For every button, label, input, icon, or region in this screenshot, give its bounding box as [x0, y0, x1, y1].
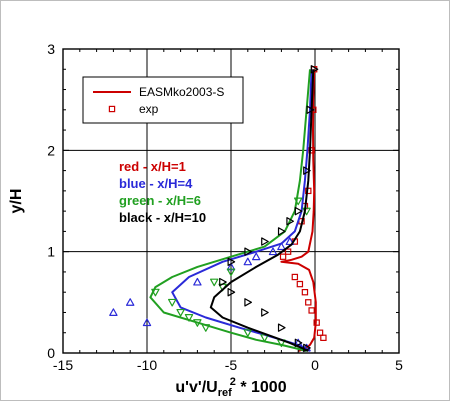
- data-point-triangle-up: [243, 257, 252, 266]
- data-point-triangle-up: [277, 242, 286, 251]
- data-point-triangle-down: [243, 329, 252, 337]
- legend-box: EASMko2003-S exp: [82, 76, 244, 124]
- data-point-triangle-up: [226, 262, 236, 271]
- data-point-square: [279, 253, 287, 260]
- data-point-square: [296, 280, 304, 288]
- data-point-triangle-up: [285, 237, 294, 246]
- series-line-4: [149, 69, 311, 352]
- x-axis-title-superscript: 2: [230, 376, 236, 388]
- x-axis-title: u'v'/Uref2 * 1000: [175, 376, 286, 399]
- data-point-square: [313, 319, 320, 326]
- data-point-triangle-right: [244, 247, 252, 256]
- series-line-0: [280, 69, 317, 352]
- axis-ticks: -15 -10 -5 0 5 0 1 2 3: [47, 41, 403, 373]
- y-tick-label: 2: [47, 142, 55, 158]
- x-tick-label: 0: [311, 357, 319, 373]
- data-point-triangle-down: [226, 268, 236, 277]
- data-point-square: [301, 289, 309, 296]
- x-axis-title-main: u'v'/U: [175, 379, 217, 396]
- data-point-triangle-right: [294, 206, 303, 216]
- data-point-triangle-down: [193, 319, 202, 327]
- x-axis-title-subscript: ref: [218, 387, 232, 399]
- data-point-square: [316, 329, 324, 336]
- data-point-triangle-down: [168, 298, 177, 307]
- data-point-triangle-down: [260, 334, 269, 342]
- data-point-triangle-up: [142, 318, 152, 327]
- series-annotation: red - x/H=1: [119, 159, 186, 174]
- x-axis-title-suffix: * 1000: [236, 379, 287, 396]
- data-point-triangle-down: [201, 324, 210, 332]
- y-tick-label: 1: [47, 244, 55, 260]
- data-point-triangle-right: [277, 323, 286, 332]
- data-point-triangle-right: [306, 105, 315, 114]
- data-point-triangle-up: [252, 252, 261, 261]
- data-point-triangle-up: [268, 247, 278, 256]
- data-point-square: [284, 248, 292, 255]
- data-point-triangle-up: [109, 308, 118, 316]
- y-tick-label: 3: [47, 41, 55, 57]
- legend-swatch-square: [108, 105, 116, 113]
- x-tick-label: -10: [137, 357, 157, 373]
- data-point-square: [305, 299, 312, 306]
- data-point-triangle-right: [310, 65, 319, 74]
- data-point-triangle-down: [210, 278, 219, 287]
- data-point-triangle-right: [227, 257, 236, 266]
- axis-labels: u'v'/Uref2 * 1000 y/H: [8, 189, 287, 399]
- data-point-triangle-down: [176, 308, 185, 317]
- data-point-triangle-up: [126, 298, 135, 306]
- data-point-triangle-right: [303, 343, 311, 353]
- data-point-square: [320, 334, 327, 342]
- data-point-triangle-right: [227, 288, 236, 297]
- annotations-group: red - x/H=1 blue - x/H=4 green - x/H=6 blac…: [119, 159, 206, 225]
- data-point-triangle-right: [261, 237, 269, 246]
- data-point-triangle-right: [286, 217, 294, 226]
- x-tick-label: -5: [225, 357, 238, 373]
- data-point-triangle-down: [151, 288, 160, 297]
- data-point-triangle-right: [244, 298, 252, 307]
- y-tick-label: 0: [47, 345, 55, 361]
- data-point-square: [308, 307, 315, 314]
- data-point-triangle-down: [184, 314, 194, 322]
- series-annotation: black - x/H=10: [119, 210, 206, 225]
- data-point-triangle-right: [261, 308, 269, 317]
- data-point-triangle-up: [193, 277, 202, 286]
- y-axis-title: y/H: [8, 189, 25, 214]
- series-annotation: green - x/H=6: [119, 193, 201, 208]
- data-point-square: [291, 273, 299, 281]
- x-tick-label: 5: [395, 357, 403, 373]
- data-point-triangle-right: [277, 227, 286, 236]
- x-tick-label: -15: [53, 357, 73, 373]
- data-point-triangle-right: [219, 277, 227, 287]
- series-line-6: [209, 69, 315, 352]
- data-point-triangle-right: [303, 166, 311, 175]
- data-point-triangle-down: [294, 197, 303, 206]
- legend-label: exp: [139, 102, 159, 116]
- series-group: [109, 65, 327, 353]
- series-annotation: blue - x/H=4: [119, 176, 193, 191]
- legend-frame: [82, 76, 244, 124]
- legend-label: EASMko2003-S: [139, 85, 224, 99]
- data-point-triangle-right: [294, 338, 303, 348]
